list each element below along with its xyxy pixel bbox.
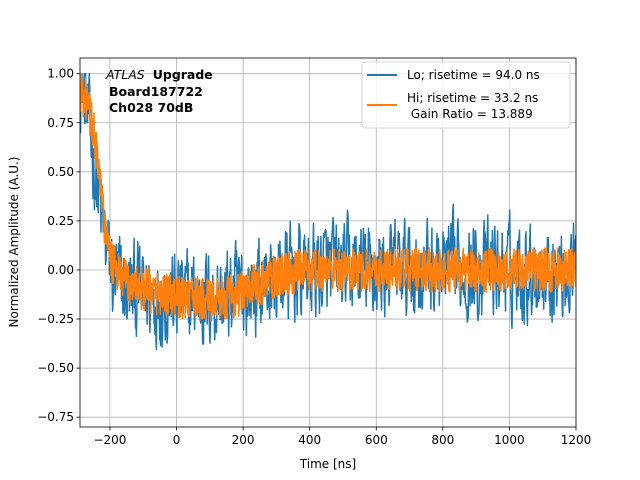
y-tick-label: −0.25 [37, 312, 74, 326]
x-tick-label: 1200 [561, 433, 592, 447]
legend-box [361, 61, 571, 129]
y-tick-label: −0.75 [37, 410, 74, 424]
y-axis-ticks: −0.75 −0.50 −0.25 0.00 0.25 0.50 0.75 1.00 [37, 67, 80, 424]
channel-label: Ch028 70dB [109, 100, 193, 115]
upgrade-word: Upgrade [153, 67, 213, 82]
atlas-label: ATLAS Upgrade [105, 67, 213, 82]
series-hi-line [80, 72, 576, 322]
axes-frame [79, 57, 577, 428]
x-tick-label: 800 [431, 433, 454, 447]
legend-label-lo: Lo; risetime = 94.0 ns [407, 68, 540, 82]
x-axis-label: Time [ns] [299, 457, 356, 471]
x-tick-label: 0 [173, 433, 181, 447]
x-tick-label: 1000 [494, 433, 525, 447]
y-tick-label: −0.50 [37, 361, 74, 375]
y-tick-label: 1.00 [47, 67, 74, 81]
x-tick-label: 200 [232, 433, 255, 447]
atlas-word: ATLAS [105, 67, 145, 82]
y-tick-label: 0.25 [47, 214, 74, 228]
legend: Lo; risetime = 94.0 ns Hi; risetime = 33… [361, 61, 571, 129]
y-axis-label: Normalized Amplitude (A.U.) [7, 157, 21, 328]
x-tick-label: 600 [365, 433, 388, 447]
series-lo-line [80, 72, 576, 351]
y-tick-label: 0.50 [47, 165, 74, 179]
legend-label-gain-ratio: Gain Ratio = 13.889 [407, 107, 533, 121]
y-tick-label: 0.00 [47, 263, 74, 277]
legend-label-hi: Hi; risetime = 33.2 ns [407, 91, 538, 105]
y-tick-label: 0.75 [47, 116, 74, 130]
x-axis-ticks: −200 0 200 400 600 800 1000 1200 [93, 427, 591, 447]
x-tick-label: 400 [298, 433, 321, 447]
board-label: Board187722 [109, 84, 203, 99]
x-tick-label: −200 [93, 433, 126, 447]
atlas-annotation: ATLAS Upgrade Board187722 Ch028 70dB [105, 67, 213, 115]
